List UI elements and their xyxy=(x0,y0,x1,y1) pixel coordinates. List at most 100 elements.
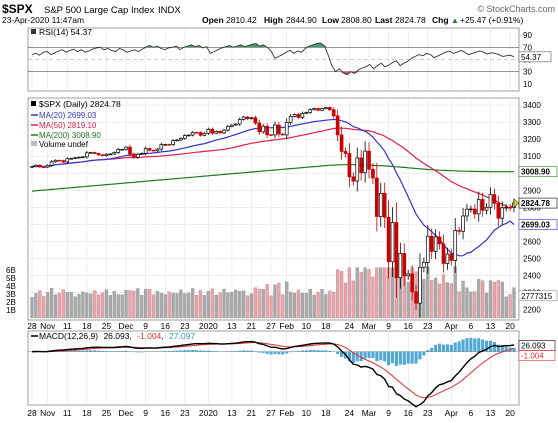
candle-down xyxy=(449,253,454,261)
macd-histogram-bar xyxy=(104,351,109,352)
volume-bar xyxy=(81,291,85,319)
macd-histogram-bar xyxy=(355,351,359,362)
candle-up xyxy=(422,262,426,268)
volume-bar xyxy=(171,292,175,319)
volume-bar xyxy=(93,290,97,319)
volume-bar xyxy=(469,291,473,319)
candle-down xyxy=(316,108,320,111)
macd-histogram-bar xyxy=(445,344,449,352)
candle-up xyxy=(104,153,109,156)
candle-up xyxy=(476,199,481,215)
volume-bar xyxy=(175,293,179,319)
candle-down xyxy=(277,124,281,135)
candle-down xyxy=(38,164,42,168)
volume-bar xyxy=(57,292,62,319)
macd-x-tick-label: Feb xyxy=(279,408,294,418)
chg-value: +25.47 (+0.91%) xyxy=(460,15,523,25)
x-tick-label: Apr xyxy=(445,321,458,331)
volume-bar xyxy=(375,267,379,319)
volume-bar xyxy=(30,297,34,319)
candle-up xyxy=(206,128,211,134)
macd-x-tick-label: 27 xyxy=(266,408,276,418)
volume-bar xyxy=(89,293,93,319)
volume-bar xyxy=(100,292,105,319)
candle-up xyxy=(261,125,266,133)
chg-arrow-icon: ▲ xyxy=(451,16,459,25)
volume-bar xyxy=(187,292,191,319)
candle-down xyxy=(367,150,371,170)
macd-histogram-bar xyxy=(120,351,124,352)
volume-bar xyxy=(504,296,508,319)
candle-down xyxy=(265,125,269,136)
volume-bar xyxy=(445,282,450,319)
candle-up xyxy=(65,158,70,163)
candle-down xyxy=(429,235,434,252)
x-tick-label: 25 xyxy=(102,321,112,331)
ma20-value-label-box xyxy=(518,219,558,230)
macd-histogram-bar xyxy=(77,350,81,352)
volume-bar xyxy=(351,280,355,319)
macd-histogram-bar xyxy=(398,351,402,365)
high-label: High xyxy=(264,15,283,25)
volume-bar xyxy=(336,269,340,319)
candle-down xyxy=(508,206,512,209)
macd-histogram-bar xyxy=(206,350,210,352)
chart-date: 23-Apr-2020 11:47am xyxy=(2,15,84,25)
candle-up xyxy=(469,208,473,211)
price-legend: $SPX (Daily) 2824.78 MA(20) 2699.03 MA(5… xyxy=(31,99,121,149)
macd-histogram-bar xyxy=(434,344,438,352)
candle-up xyxy=(88,152,93,154)
volume-bar xyxy=(508,294,512,319)
macd-histogram-bar xyxy=(304,350,308,352)
candle-down xyxy=(359,157,363,174)
volume-bar xyxy=(512,287,516,319)
candle-up xyxy=(378,192,383,217)
macd-histogram-bar xyxy=(500,345,504,352)
volume-bar xyxy=(42,296,46,319)
candle-down xyxy=(414,291,418,304)
macd-histogram-bar xyxy=(277,351,281,355)
macd-histogram-bar xyxy=(320,350,324,352)
candle-down xyxy=(253,117,258,124)
macd-histogram-bar xyxy=(371,351,375,359)
volume-bar xyxy=(147,289,152,319)
macd-histogram-bar xyxy=(175,350,179,352)
candle-up xyxy=(155,148,160,152)
volume-bar xyxy=(312,294,316,319)
candle-up xyxy=(320,108,324,111)
macd-histogram-bar xyxy=(269,351,273,355)
macd-histogram-bar xyxy=(375,351,379,362)
volume-bar xyxy=(61,289,65,319)
volume-bar xyxy=(155,291,160,319)
volume-bar xyxy=(128,290,132,319)
macd-histogram-bar xyxy=(289,351,293,353)
macd-x-tick-label: 13 xyxy=(227,408,237,418)
last-price-marker xyxy=(513,198,520,208)
volume-bar xyxy=(371,276,375,319)
volume-bar xyxy=(269,295,273,319)
candle-up xyxy=(214,130,218,134)
volume-bar xyxy=(461,280,465,319)
candle-up xyxy=(49,161,54,166)
macd-legend-hist: 27.097 xyxy=(169,331,195,341)
volume-bar xyxy=(194,294,199,319)
macd-histogram-bar xyxy=(485,340,489,352)
volume-bar xyxy=(218,292,222,319)
candle-up xyxy=(406,273,411,277)
x-tick-label: 11 xyxy=(63,321,72,331)
macd-x-tick-label: 2020 xyxy=(199,408,218,418)
volume-value-label: 2777315 xyxy=(521,292,553,301)
volume-bar xyxy=(481,280,485,319)
volume-bar xyxy=(453,266,457,319)
macd-x-tick-label: Dec xyxy=(118,408,134,418)
volume-bar xyxy=(249,293,254,319)
candle-down xyxy=(343,151,348,154)
candle-up xyxy=(488,194,493,208)
candle-up xyxy=(445,253,450,264)
chart-name: S&P 500 Large Cap Index xyxy=(44,5,154,16)
macd-legend-prefix: MACD(12,26,9) xyxy=(39,331,98,341)
macd-histogram-bar xyxy=(238,350,242,352)
macd-x-tick-label: 18 xyxy=(82,408,92,418)
x-tick-label: 16 xyxy=(161,321,171,331)
candle-down xyxy=(472,208,477,215)
